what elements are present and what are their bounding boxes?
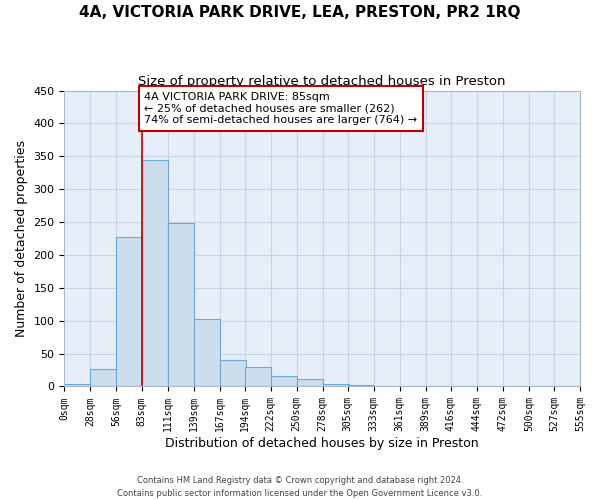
Bar [296,379,323,386]
Bar [91,368,116,386]
X-axis label: Distribution of detached houses by size in Preston: Distribution of detached houses by size … [166,437,479,450]
Bar [167,224,194,386]
Bar [245,366,271,386]
Title: Size of property relative to detached houses in Preston: Size of property relative to detached ho… [139,75,506,88]
Text: 4A VICTORIA PARK DRIVE: 85sqm
← 25% of detached houses are smaller (262)
74% of : 4A VICTORIA PARK DRIVE: 85sqm ← 25% of d… [144,92,418,125]
Bar [194,318,220,386]
Bar [220,360,245,386]
Bar [64,384,91,386]
Text: Contains HM Land Registry data © Crown copyright and database right 2024.
Contai: Contains HM Land Registry data © Crown c… [118,476,482,498]
Bar [271,376,296,386]
Y-axis label: Number of detached properties: Number of detached properties [15,140,28,337]
Text: 4A, VICTORIA PARK DRIVE, LEA, PRESTON, PR2 1RQ: 4A, VICTORIA PARK DRIVE, LEA, PRESTON, P… [79,5,521,20]
Bar [142,160,167,386]
Bar [323,384,349,386]
Bar [116,236,142,386]
Bar [348,385,374,386]
